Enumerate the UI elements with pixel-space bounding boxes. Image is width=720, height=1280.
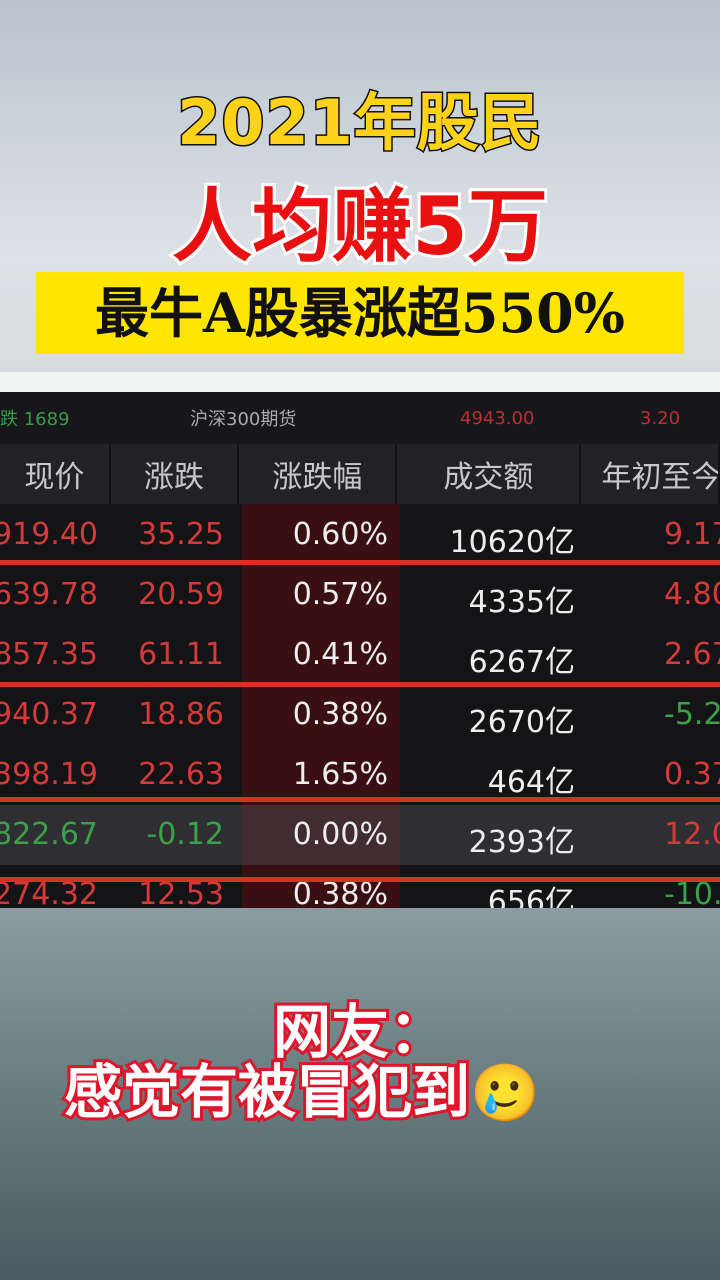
cell-ytd: 4.80 — [664, 577, 720, 612]
cell-price: 398.19 — [0, 757, 98, 792]
table-row[interactable]: 822.67 -0.12 0.00% 2393亿 12.02 — [0, 805, 720, 865]
cell-pct: 0.60% — [292, 517, 388, 552]
cell-pct: 0.38% — [292, 697, 388, 732]
cell-change: 20.59 — [138, 577, 224, 612]
col-header-ytd[interactable]: 年初至今 — [581, 444, 720, 504]
cell-change: 61.11 — [138, 637, 224, 672]
cell-ytd: 2.67 — [664, 637, 720, 672]
ticker-price: 4943.00 — [460, 407, 535, 429]
caption-text: 感觉有被冒犯到 — [61, 1055, 473, 1129]
caption-line2: 感觉有被冒犯到🥲 — [61, 1045, 540, 1129]
cell-volume: 656亿 — [487, 885, 575, 908]
col-header-volume[interactable]: 成交额 — [397, 444, 582, 504]
cell-ytd: 9.17 — [664, 517, 720, 552]
row-separator — [0, 560, 720, 565]
headline-banner: 最牛A股暴涨超550% — [36, 272, 684, 354]
ticker-bar: 跌 1689 沪深300期货 4943.00 3.20 — [0, 392, 720, 444]
smile-tear-emoji-icon: 🥲 — [470, 1061, 540, 1126]
row-separator — [0, 877, 720, 882]
cell-change: 18.86 — [138, 697, 224, 732]
cell-change: 12.53 — [138, 877, 224, 908]
cell-ytd: 0.37 — [664, 757, 720, 792]
caption-line1: 网友： — [270, 995, 450, 1069]
cell-change: -0.12 — [146, 817, 224, 852]
cell-price: 822.67 — [0, 817, 98, 852]
cell-pct: 0.00% — [292, 817, 388, 852]
cell-change: 35.25 — [138, 517, 224, 552]
table-row[interactable]: 398.19 22.63 1.65% 464亿 0.37 — [0, 745, 720, 805]
headline-line2: 人均赚5万 — [169, 177, 551, 276]
cell-pct: 0.38% — [292, 877, 388, 908]
cell-price: 639.78 — [0, 577, 98, 612]
cell-price: 919.40 — [0, 517, 98, 552]
cell-price: 857.35 — [0, 637, 98, 672]
ticker-change: 3.20 — [640, 407, 681, 429]
table-row[interactable]: 857.35 61.11 0.41% 6267亿 2.67 — [0, 625, 720, 685]
col-header-change[interactable]: 涨跌 — [111, 444, 240, 504]
ticker-name[interactable]: 沪深300期货 — [190, 409, 297, 430]
cell-volume: 2393亿 — [468, 825, 575, 860]
row-separator — [0, 682, 720, 687]
col-header-price[interactable]: 现价 — [0, 444, 111, 504]
table-row[interactable]: 940.37 18.86 0.38% 2670亿 -5.20 — [0, 685, 720, 745]
table-header: 现价 涨跌 涨跌幅 成交额 年初至今 — [0, 444, 720, 504]
headline-line1: 2021年股民 — [176, 85, 544, 161]
cell-volume: 6267亿 — [468, 645, 575, 680]
row-separator — [0, 797, 720, 802]
cell-ytd: 12.02 — [664, 817, 720, 852]
cell-volume: 10620亿 — [449, 525, 575, 560]
table-row[interactable]: 919.40 35.25 0.60% 10620亿 9.17 — [0, 505, 720, 565]
table-row[interactable]: 639.78 20.59 0.57% 4335亿 4.80 — [0, 565, 720, 625]
cell-pct: 0.41% — [292, 637, 388, 672]
cell-ytd: -5.20 — [664, 697, 720, 732]
cell-pct: 0.57% — [292, 577, 388, 612]
cell-pct: 1.65% — [292, 757, 388, 792]
cell-ytd: -10.06 — [664, 877, 720, 908]
col-header-pct[interactable]: 涨跌幅 — [239, 444, 398, 504]
cell-volume: 2670亿 — [468, 705, 575, 740]
table-row[interactable]: 274.32 12.53 0.38% 656亿 -10.06 — [0, 865, 720, 908]
cell-price: 274.32 — [0, 877, 98, 908]
cell-price: 940.37 — [0, 697, 98, 732]
cell-volume: 4335亿 — [468, 585, 575, 620]
cell-change: 22.63 — [138, 757, 224, 792]
divider — [0, 372, 720, 392]
market-table: 跌 1689 沪深300期货 4943.00 3.20 现价 涨跌 涨跌幅 成交… — [0, 392, 720, 908]
cell-volume: 464亿 — [487, 765, 575, 800]
ticker-left: 跌 1689 — [0, 409, 70, 430]
